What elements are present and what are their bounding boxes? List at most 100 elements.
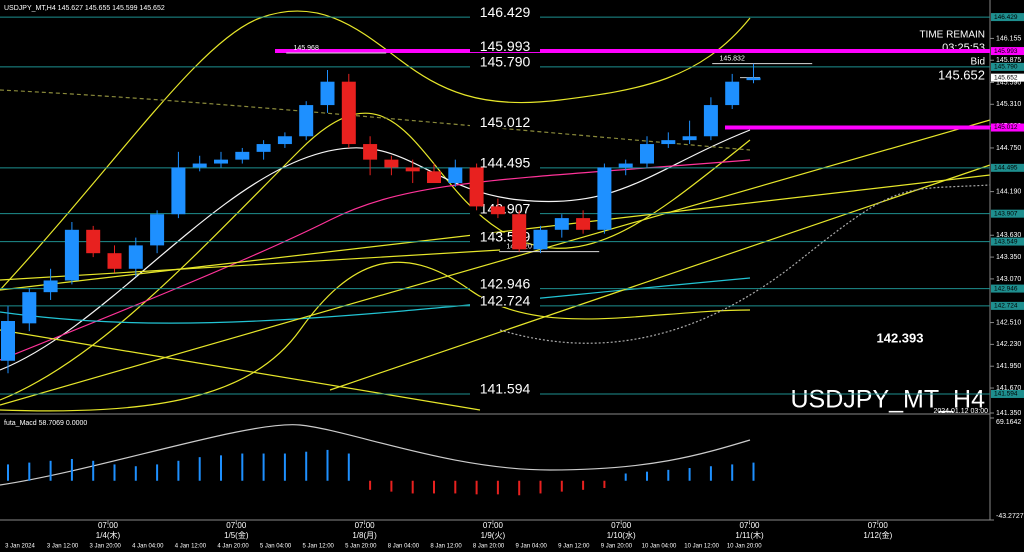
- bollinger-lower: [0, 261, 751, 412]
- level-label-bg: [470, 8, 540, 19]
- annotation: 145.832: [720, 55, 745, 62]
- level-label: 145.993: [480, 38, 531, 54]
- date-label: 1/5(金): [224, 530, 249, 540]
- candle-body: [746, 77, 761, 81]
- level-box: [991, 62, 1024, 71]
- y-tick-label: 145.875: [996, 57, 1021, 64]
- candle-body: [363, 144, 378, 160]
- x-tick-label: 9 Jan 20:00: [601, 544, 633, 550]
- session-time: 07:00: [226, 521, 247, 530]
- level-label-bg: [470, 232, 540, 243]
- candle-body: [107, 253, 122, 269]
- level-label: 141.594: [480, 381, 531, 397]
- y-tick-label: 144.750: [996, 145, 1021, 152]
- candle-body: [1, 321, 15, 361]
- bid-box: [991, 73, 1024, 82]
- trend-line: [0, 329, 481, 411]
- x-tick-label: 4 Jan 20:00: [217, 544, 249, 550]
- x-tick-label: 8 Jan 20:00: [473, 544, 505, 550]
- y-tick-label: 141.950: [996, 363, 1021, 370]
- session-time: 07:00: [98, 521, 119, 530]
- y-tick-label: 146.155: [996, 35, 1021, 42]
- candle-body: [618, 163, 633, 168]
- side-value: 142.393: [877, 330, 924, 345]
- x-tick-label: 3 Jan 20:00: [90, 544, 122, 550]
- date-label: 1/9(火): [481, 531, 506, 540]
- candle-body: [299, 105, 314, 137]
- x-tick-label: 4 Jan 04:00: [132, 544, 164, 550]
- level-label-bg: [470, 296, 540, 307]
- x-tick-label: 8 Jan 04:00: [388, 544, 420, 550]
- y-tick-label: 141.350: [996, 410, 1021, 417]
- session-time: 07:00: [483, 521, 504, 530]
- candle-body: [384, 159, 399, 168]
- bid-label: Bid: [971, 57, 985, 68]
- macd-tick-label: 69.1642: [996, 419, 1021, 426]
- candle-body: [64, 229, 79, 281]
- session-time: 07:00: [739, 521, 760, 530]
- candle-body: [256, 144, 271, 152]
- x-tick-label: 10 Jan 04:00: [642, 544, 677, 550]
- bid-box-label: 145.652: [994, 74, 1018, 81]
- candle-body: [341, 81, 356, 145]
- y-tick-label: 144.190: [996, 188, 1021, 195]
- candle-body: [150, 214, 165, 246]
- session-time: 07:00: [355, 521, 376, 530]
- y-tick-label: 141.670: [996, 385, 1021, 392]
- level-box: [991, 123, 1024, 132]
- y-tick-label: 143.350: [996, 254, 1021, 261]
- level-box-label: 142.724: [994, 303, 1018, 310]
- level-box: [991, 301, 1024, 310]
- watermark: USDJPY_MT_H4: [791, 386, 986, 414]
- date-label: 1/12(金): [863, 530, 892, 540]
- candle-body: [86, 229, 101, 254]
- server-time: 2024.01.12 03:00: [934, 408, 989, 415]
- level-box: [991, 163, 1024, 172]
- x-tick-label: 9 Jan 12:00: [558, 544, 590, 550]
- candle-body: [640, 144, 654, 164]
- candle-body: [703, 105, 718, 137]
- trend-line: [0, 249, 501, 281]
- trend-line: [0, 174, 991, 291]
- level-box: [991, 13, 1024, 22]
- y-tick-label: 145.310: [996, 101, 1021, 108]
- level-box-label: 141.594: [994, 391, 1018, 398]
- x-tick-label: 10 Jan 12:00: [684, 544, 719, 550]
- level-box-label: 143.907: [994, 210, 1018, 217]
- x-tick-label: 5 Jan 12:00: [303, 544, 335, 550]
- candle-body: [661, 140, 676, 145]
- level-box-label: 146.429: [994, 14, 1018, 21]
- level-box-label: 143.549: [994, 238, 1018, 245]
- ma-white: [0, 129, 751, 371]
- candle-body: [22, 292, 37, 324]
- level-box-label: 145.993: [994, 48, 1018, 55]
- candle-body: [277, 136, 292, 145]
- y-tick-label: 142.230: [996, 341, 1021, 348]
- level-label-bg: [470, 57, 540, 68]
- y-tick-label: 142.510: [996, 319, 1021, 326]
- candle-body: [554, 218, 569, 230]
- candle-body: [512, 214, 527, 250]
- level-box: [991, 284, 1024, 293]
- level-label: 142.724: [480, 293, 531, 309]
- level-label-bg: [470, 42, 540, 53]
- candle-body: [682, 136, 697, 141]
- level-box: [991, 389, 1024, 398]
- x-tick-label: 10 Jan 20:00: [727, 544, 762, 550]
- session-time: 07:00: [868, 521, 889, 530]
- candle-body: [427, 171, 441, 184]
- level-box: [991, 47, 1024, 56]
- ma-cyan: [0, 277, 751, 324]
- candle-body: [533, 229, 548, 250]
- level-box: [991, 209, 1024, 218]
- candle-body: [192, 163, 207, 168]
- macd-title: futa_Macd 58.7069 0.0000: [4, 420, 87, 427]
- level-label: 143.907: [480, 200, 531, 216]
- level-label-bg: [470, 204, 540, 215]
- ichimoku-cloud: [499, 184, 991, 344]
- level-label: 145.790: [480, 54, 531, 70]
- y-tick-label: 143.070: [996, 276, 1021, 283]
- level-label: 146.429: [480, 4, 531, 20]
- date-label: 1/4(木): [96, 530, 121, 540]
